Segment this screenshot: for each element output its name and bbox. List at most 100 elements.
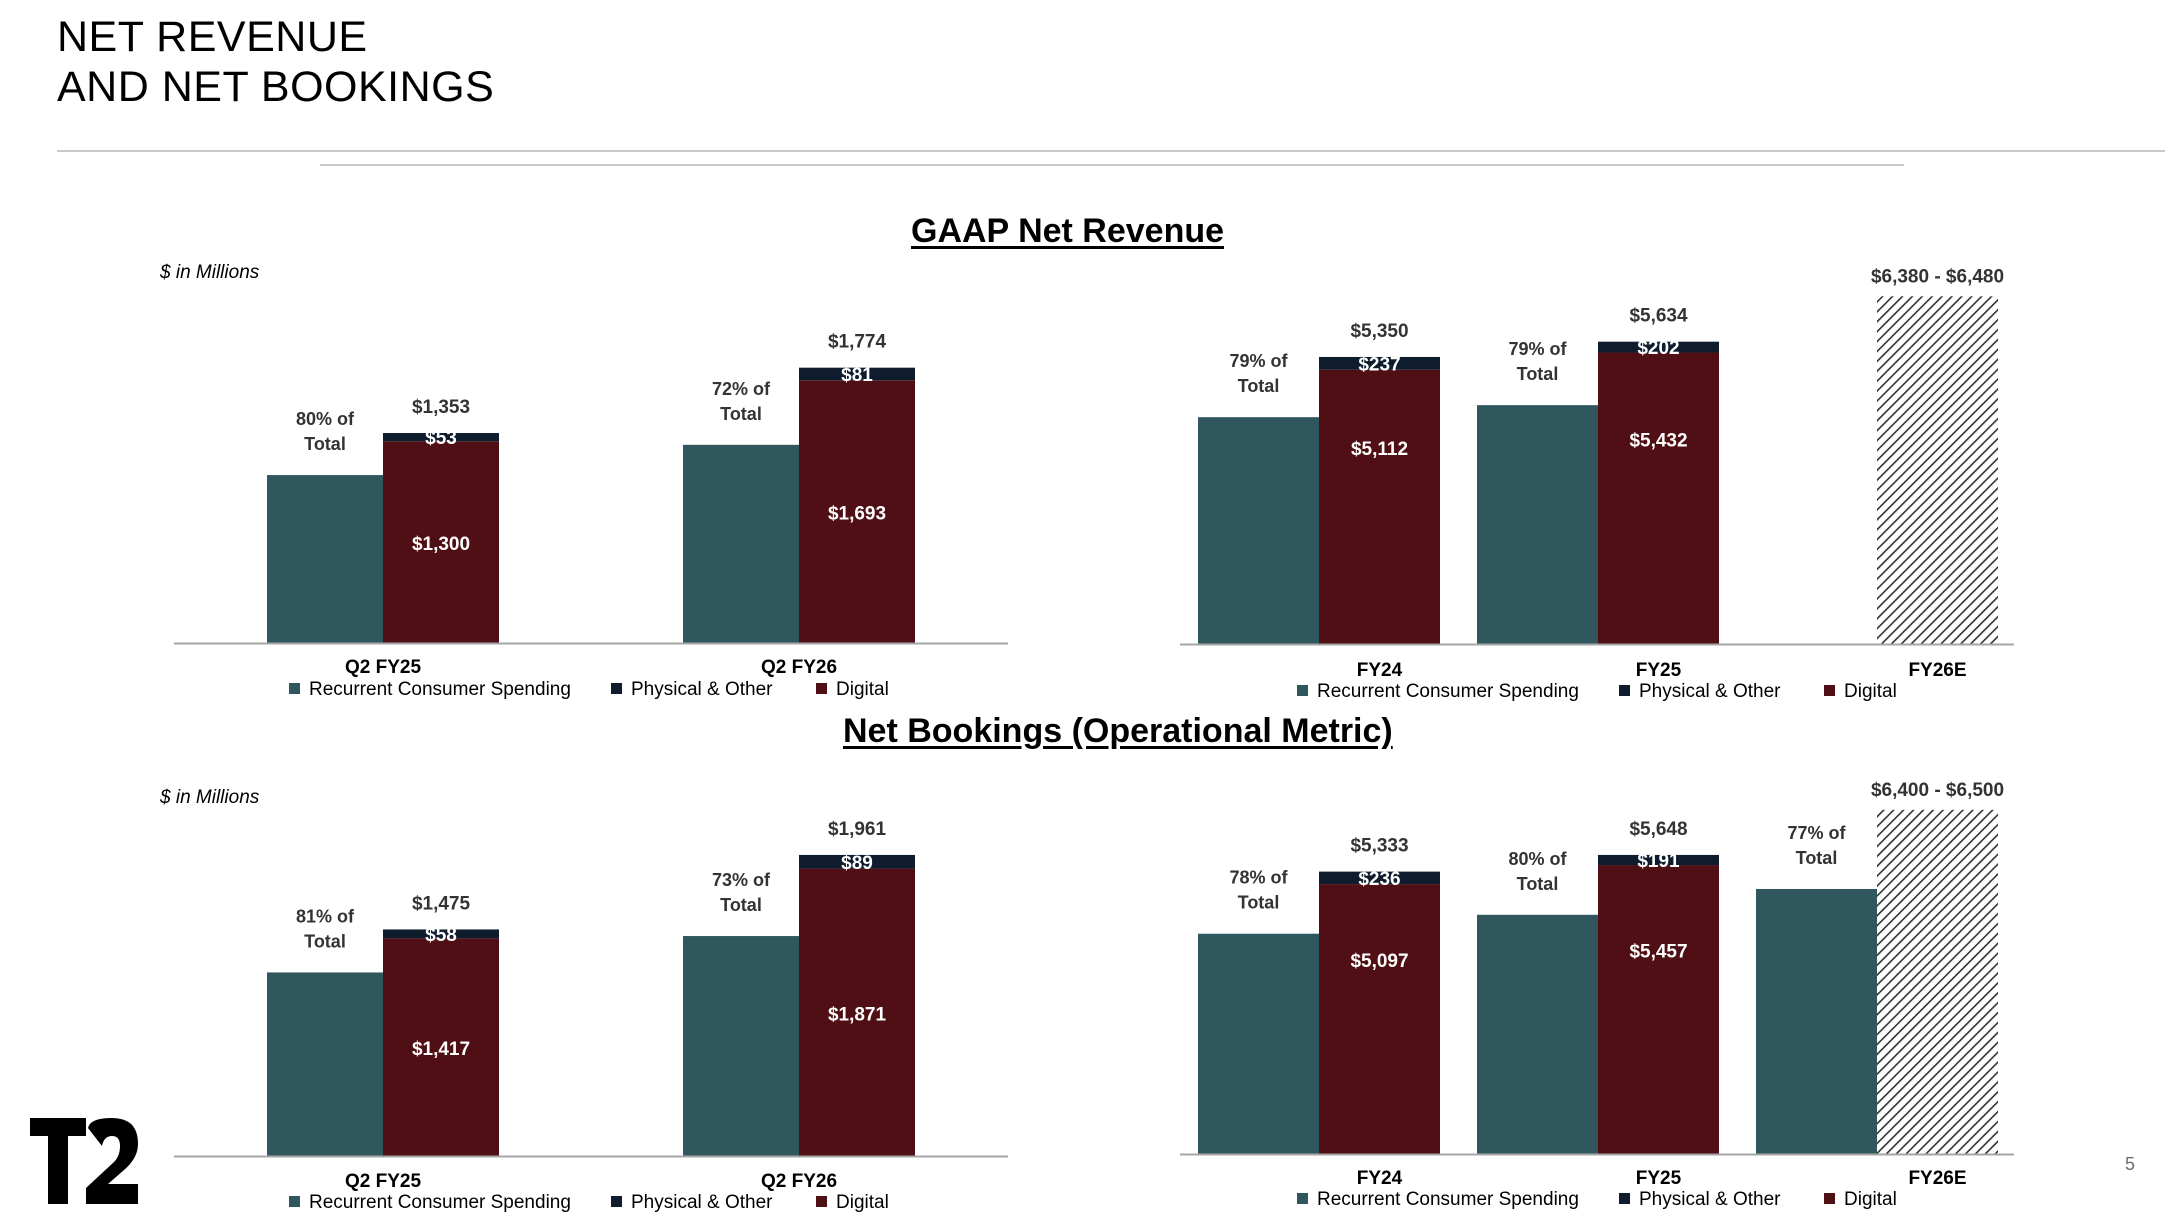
recurrent-share-label: Total [720, 895, 762, 915]
digital-bar [799, 380, 915, 643]
digital-value-label: $1,871 [828, 1004, 887, 1025]
legend-swatch [816, 1196, 827, 1207]
recurrent-share-label: 72% of [712, 379, 771, 399]
category-label: FY24 [1357, 1168, 1403, 1189]
legend-label: Physical & Other [631, 1192, 773, 1213]
t2-logo [30, 1118, 138, 1204]
physical-value-label: $191 [1637, 851, 1680, 872]
recurrent-share-label: 77% of [1787, 823, 1846, 843]
legend-swatch [1297, 1193, 1308, 1204]
legend-swatch [1824, 1193, 1835, 1204]
guidance-bar [1877, 296, 1998, 644]
physical-bar [383, 929, 499, 939]
legend-label: Physical & Other [1639, 681, 1781, 702]
legend-label: Physical & Other [1639, 1189, 1781, 1210]
physical-value-label: $202 [1637, 338, 1679, 359]
legend-swatch [1297, 685, 1308, 696]
recurrent-share-label: Total [304, 434, 346, 454]
physical-bar [1319, 871, 1440, 885]
slide-title-line2: AND NET BOOKINGS [57, 63, 495, 111]
recurrent-bar [1477, 405, 1598, 644]
recurrent-bar [683, 936, 799, 1156]
legend-label: Digital [836, 679, 889, 700]
physical-bar [799, 854, 915, 869]
total-value-label: $5,634 [1629, 306, 1688, 327]
recurrent-share-label: 80% of [1508, 849, 1567, 869]
category-label: Q2 FY26 [761, 1171, 837, 1192]
physical-value-label: $237 [1358, 354, 1400, 375]
digital-value-label: $5,432 [1629, 430, 1687, 451]
legend-label: Digital [836, 1192, 889, 1213]
recurrent-bar [1756, 888, 1877, 1154]
revenue-section-title: GAAP Net Revenue [911, 212, 1225, 250]
recurrent-share-label: 79% of [1229, 351, 1288, 371]
recurrent-share-label: Total [1238, 376, 1280, 396]
recurrent-share-label: Total [1517, 364, 1559, 384]
recurrent-share-label: 81% of [296, 906, 355, 926]
legend-swatch [289, 1196, 300, 1207]
recurrent-share-label: Total [1238, 893, 1280, 913]
digital-value-label: $1,417 [412, 1039, 470, 1060]
guidance-range-label: $6,400 - $6,500 [1871, 780, 2004, 801]
legend-label: Recurrent Consumer Spending [309, 679, 571, 700]
recurrent-share-label: 73% of [712, 870, 771, 890]
title-divider [57, 150, 2165, 152]
recurrent-share-label: 80% of [296, 409, 355, 429]
total-value-label: $5,333 [1350, 836, 1408, 857]
legend-swatch [289, 683, 300, 694]
recurrent-bar [267, 972, 383, 1156]
recurrent-share-label: Total [1517, 874, 1559, 894]
total-value-label: $5,350 [1350, 321, 1408, 342]
physical-bar [1598, 854, 1719, 866]
recurrent-share-label: Total [1796, 848, 1838, 868]
legend-label: Digital [1844, 681, 1897, 702]
category-label: FY24 [1357, 660, 1403, 681]
bookings-units-label: $ in Millions [160, 787, 260, 808]
category-label: Q2 FY25 [345, 1171, 421, 1192]
recurrent-bar [1198, 417, 1319, 644]
digital-bar [1598, 865, 1719, 1154]
legend-swatch [611, 1196, 622, 1207]
digital-value-label: $5,457 [1629, 942, 1687, 963]
digital-value-label: $5,112 [1351, 439, 1408, 460]
digital-value-label: $1,693 [828, 504, 886, 525]
recurrent-bar [1477, 914, 1598, 1154]
digital-bar [799, 868, 915, 1156]
legend-label: Recurrent Consumer Spending [309, 1192, 571, 1213]
recurrent-bar [267, 475, 383, 643]
total-value-label: $1,774 [828, 332, 887, 353]
recurrent-share-label: Total [720, 404, 762, 424]
physical-value-label: $236 [1358, 869, 1400, 890]
legend-swatch [816, 683, 827, 694]
category-label: FY26E [1908, 1168, 1966, 1189]
total-value-label: $1,475 [412, 893, 471, 914]
category-label: FY25 [1636, 1168, 1682, 1189]
physical-value-label: $58 [425, 925, 457, 946]
physical-value-label: $81 [841, 365, 873, 386]
revenue-units-label: $ in Millions [160, 262, 260, 283]
guidance-bar [1877, 809, 1998, 1154]
digital-bar [1598, 352, 1719, 644]
recurrent-bar [683, 444, 799, 643]
physical-bar [1598, 341, 1719, 353]
digital-bar [1319, 369, 1440, 644]
category-label: FY25 [1636, 660, 1682, 681]
physical-bar [799, 367, 915, 381]
digital-value-label: $1,300 [412, 534, 470, 555]
physical-bar [1319, 356, 1440, 370]
page-number: 5 [2124, 1154, 2135, 1174]
bookings-section-title: Net Bookings (Operational Metric) [843, 712, 1393, 750]
legend-swatch [1619, 1193, 1630, 1204]
recurrent-share-label: 79% of [1508, 339, 1567, 359]
physical-bar [383, 433, 499, 442]
category-label: Q2 FY26 [761, 657, 837, 678]
category-label: FY26E [1908, 660, 1966, 681]
legend-label: Digital [1844, 1189, 1897, 1210]
recurrent-share-label: 78% of [1229, 868, 1288, 888]
digital-value-label: $5,097 [1350, 951, 1408, 972]
physical-value-label: $53 [425, 428, 457, 449]
legend-swatch [1824, 685, 1835, 696]
title-divider-secondary [320, 164, 1904, 166]
legend-label: Physical & Other [631, 679, 773, 700]
